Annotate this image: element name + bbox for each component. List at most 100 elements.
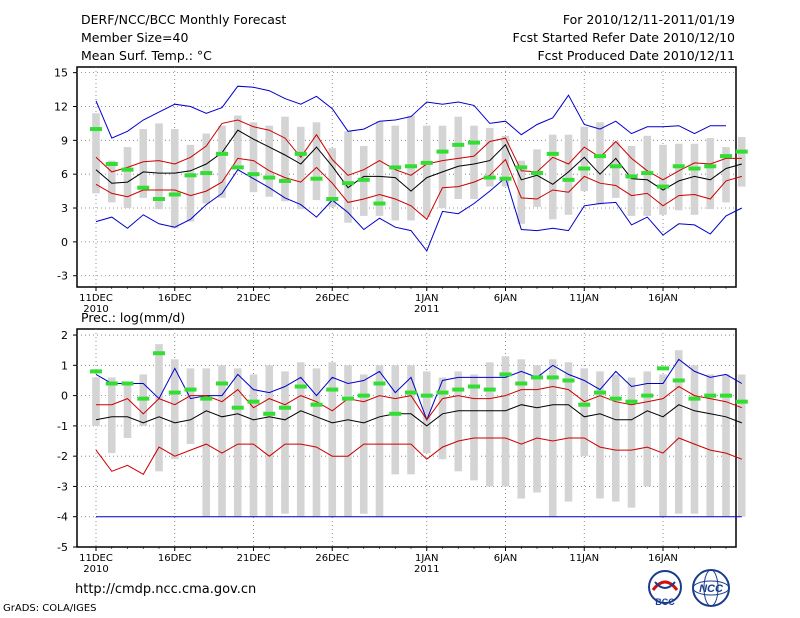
observed-marker	[90, 127, 102, 132]
observed-marker	[657, 366, 669, 371]
observed-marker	[310, 402, 323, 407]
observed-marker	[704, 393, 717, 398]
observed-marker	[121, 167, 134, 172]
observed-marker	[625, 174, 638, 179]
ensemble-box	[218, 365, 226, 517]
ensemble-box	[564, 362, 573, 502]
ensemble-box	[533, 365, 541, 493]
observed-marker	[389, 411, 402, 416]
ensemble-box	[344, 365, 352, 517]
x-tick-sublabel: 2011	[414, 564, 439, 575]
x-tick-label: 16DEC	[158, 553, 192, 564]
observed-marker	[720, 393, 732, 398]
ensemble-box	[249, 122, 258, 193]
observed-marker	[609, 164, 622, 169]
observed-marker	[90, 369, 102, 374]
ensemble-box	[517, 160, 526, 224]
y-tick-label: 2	[61, 329, 68, 342]
ensemble-box	[470, 374, 478, 481]
upper-percentile-line	[96, 385, 742, 421]
ensemble-box	[170, 129, 179, 229]
observed-marker	[184, 173, 197, 178]
x-tick-label: 11JAN	[569, 553, 599, 564]
ensemble-box	[107, 377, 116, 454]
observed-marker	[231, 405, 244, 410]
ensemble-box	[611, 374, 620, 502]
observed-marker	[200, 171, 213, 176]
observed-marker	[531, 171, 543, 176]
observed-marker	[105, 162, 118, 167]
observed-marker	[405, 390, 417, 395]
observed-marker	[704, 164, 717, 169]
observed-marker	[373, 381, 386, 386]
observed-marker	[184, 387, 197, 392]
y-tick-label: 1	[61, 359, 68, 372]
ensemble-box	[186, 368, 195, 445]
observed-marker	[263, 175, 276, 180]
median-line	[95, 404, 742, 427]
ncc-logo: NCC	[692, 569, 730, 607]
observed-marker	[641, 393, 654, 398]
observed-marker	[247, 399, 260, 404]
ensemble-box	[580, 126, 589, 192]
ensemble-box	[659, 374, 667, 517]
ensemble-box	[596, 122, 604, 205]
y-tick-label: -1	[57, 420, 68, 433]
ensemble-box	[438, 125, 447, 209]
x-tick-label: 6JAN	[494, 293, 517, 304]
ensemble-box	[218, 125, 226, 198]
ensemble-max-line	[95, 169, 743, 252]
ensemble-box	[485, 127, 494, 187]
observed-marker	[420, 160, 433, 165]
observed-marker	[436, 390, 449, 395]
observed-marker	[578, 402, 591, 407]
x-tick-label: 11DEC	[79, 293, 113, 304]
observed-marker	[578, 166, 591, 171]
x-tick-sublabel: 2011	[414, 304, 439, 315]
ensemble-box	[391, 125, 400, 221]
ensemble-box	[674, 143, 683, 211]
ensemble-box	[564, 134, 573, 215]
ensemble-box	[281, 116, 289, 202]
observed-marker	[499, 372, 512, 377]
observed-marker	[247, 172, 260, 177]
ensemble-box	[92, 113, 100, 194]
observed-marker	[499, 176, 512, 181]
y-tick-label: -4	[57, 511, 68, 524]
prec-panel-title: Prec.: log(mm/d)	[81, 310, 186, 325]
ensemble-box	[470, 125, 478, 199]
ensemble-box	[706, 374, 715, 517]
lower-percentile-line	[95, 437, 742, 475]
observed-marker	[735, 149, 748, 154]
ensemble-box	[422, 125, 431, 218]
ensemble-box	[202, 133, 211, 204]
x-tick-label: 11JAN	[569, 293, 599, 304]
observed-marker	[153, 351, 165, 356]
observed-marker	[452, 387, 465, 392]
y-tick-label: 3	[61, 202, 68, 215]
ensemble-box	[312, 368, 321, 517]
observed-marker	[357, 177, 370, 182]
ensemble-box	[485, 362, 494, 487]
observed-marker	[452, 142, 465, 147]
ensemble-box	[548, 359, 557, 517]
ensemble-box	[312, 122, 321, 201]
observed-marker	[326, 387, 339, 392]
ensemble-box	[596, 371, 604, 499]
x-tick-label: 26DEC	[315, 553, 349, 564]
observed-marker	[137, 185, 150, 190]
y-tick-label: 12	[54, 100, 68, 113]
observed-marker	[483, 175, 496, 180]
bcc-logo: BCC	[648, 570, 682, 607]
temp-panel-title: Mean Surf. Temp.: °C	[81, 48, 212, 63]
observed-marker	[153, 197, 165, 201]
observed-marker	[137, 396, 150, 401]
ensemble-box	[517, 359, 526, 499]
bcc-logo-text: BCC	[655, 597, 675, 607]
ensemble-box	[690, 143, 699, 215]
ensemble-box	[296, 362, 305, 517]
observed-marker	[562, 378, 575, 383]
